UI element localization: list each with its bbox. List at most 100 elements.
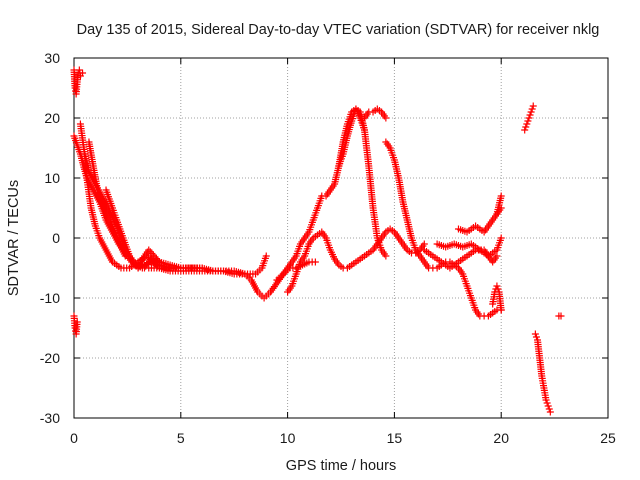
data-point xyxy=(484,252,492,260)
data-point-interp xyxy=(146,248,154,256)
data-point xyxy=(301,252,309,260)
data-point xyxy=(331,180,339,188)
data-point xyxy=(230,267,238,275)
data-point xyxy=(108,204,116,212)
data-point xyxy=(241,270,249,278)
data-point xyxy=(412,249,420,257)
data-point xyxy=(489,216,497,224)
data-point xyxy=(495,288,503,296)
data-point-interp xyxy=(528,105,536,113)
data-point xyxy=(365,162,373,170)
data-point xyxy=(476,246,484,254)
data-point xyxy=(493,282,501,290)
data-point xyxy=(292,270,300,278)
data-point xyxy=(322,234,330,242)
data-point xyxy=(360,126,368,134)
data-point xyxy=(497,306,505,314)
series-arc16 xyxy=(435,236,504,258)
data-point xyxy=(484,312,492,320)
data-point xyxy=(113,234,121,242)
data-point xyxy=(497,234,505,242)
data-point xyxy=(433,240,441,248)
y-axis-label: SDTVAR / TECUs xyxy=(6,180,22,296)
data-point xyxy=(247,276,255,284)
data-point xyxy=(459,270,467,278)
data-point xyxy=(267,288,275,296)
data-point xyxy=(326,186,334,194)
data-point xyxy=(145,264,153,272)
data-point xyxy=(538,372,546,380)
data-point xyxy=(420,258,428,266)
data-point xyxy=(305,228,313,236)
data-point xyxy=(467,240,475,248)
data-point xyxy=(254,288,262,296)
data-point xyxy=(525,114,533,122)
data-point xyxy=(73,318,81,326)
data-point xyxy=(260,294,268,302)
data-point xyxy=(335,162,343,170)
data-point xyxy=(284,288,292,296)
data-point xyxy=(75,66,83,74)
data-point xyxy=(378,108,386,116)
data-point xyxy=(493,246,501,254)
data-point xyxy=(288,258,296,266)
data-point xyxy=(273,276,281,284)
data-point xyxy=(382,114,390,122)
data-point xyxy=(395,234,403,242)
data-point xyxy=(81,150,89,158)
data-point xyxy=(521,126,529,134)
data-point xyxy=(399,198,407,206)
data-point xyxy=(108,258,116,266)
data-point xyxy=(386,225,394,233)
grid xyxy=(74,58,608,418)
data-point xyxy=(420,240,428,248)
data-point xyxy=(495,201,503,209)
data-point xyxy=(382,252,390,260)
data-point xyxy=(134,258,142,266)
data-points xyxy=(70,66,565,416)
x-tick-label: 25 xyxy=(600,430,616,446)
data-point xyxy=(399,240,407,248)
data-point xyxy=(463,228,471,236)
data-point xyxy=(472,306,480,314)
data-point xyxy=(523,120,531,128)
data-point xyxy=(446,258,454,266)
data-point xyxy=(369,204,377,212)
data-point xyxy=(83,174,91,182)
data-point xyxy=(134,264,142,272)
series-arc5 xyxy=(81,152,204,272)
data-point xyxy=(390,228,398,236)
data-point xyxy=(348,261,356,269)
data-point xyxy=(352,105,360,113)
data-point xyxy=(527,108,535,116)
data-point xyxy=(382,228,390,236)
data-point-interp xyxy=(543,399,551,407)
y-tick-label: -10 xyxy=(40,290,60,306)
data-point xyxy=(489,258,497,266)
data-point xyxy=(343,132,351,140)
data-point xyxy=(322,192,330,200)
x-tick-label: 15 xyxy=(387,430,403,446)
data-point xyxy=(87,204,95,212)
data-point xyxy=(73,78,81,86)
data-point xyxy=(493,210,501,218)
data-point xyxy=(292,252,300,260)
data-point xyxy=(311,258,319,266)
data-point xyxy=(403,216,411,224)
data-point xyxy=(420,246,428,254)
data-point xyxy=(433,264,441,272)
data-point xyxy=(305,258,313,266)
y-tick-label: -20 xyxy=(40,350,60,366)
data-point xyxy=(258,264,266,272)
data-point xyxy=(126,264,134,272)
data-point xyxy=(529,102,537,110)
data-point xyxy=(472,222,480,230)
data-point xyxy=(546,408,554,416)
data-point xyxy=(166,267,174,275)
data-point-interp xyxy=(522,123,530,131)
data-point xyxy=(177,267,185,275)
data-point xyxy=(480,228,488,236)
data-point xyxy=(79,69,87,77)
data-point xyxy=(416,252,424,260)
data-point xyxy=(454,264,462,272)
